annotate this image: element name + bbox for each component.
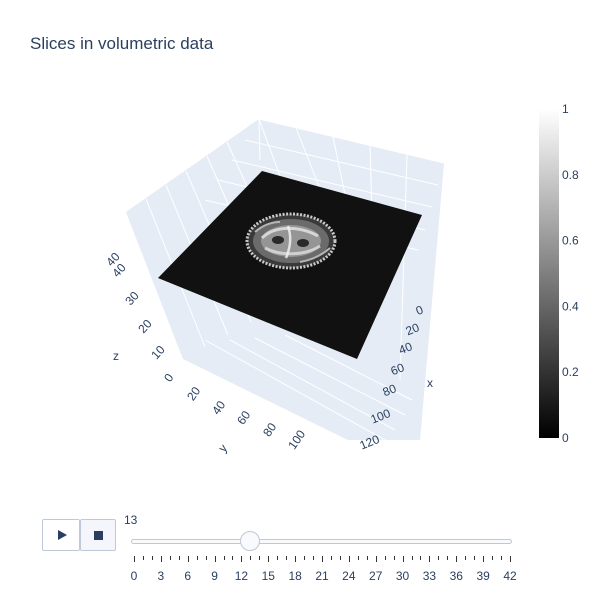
x-tick-label: 20 xyxy=(404,320,422,338)
colorbar-ticks: 0 0.2 0.4 0.6 0.8 1 xyxy=(562,102,579,445)
slider-minor-tick xyxy=(438,556,440,560)
x-axis-title: x xyxy=(427,376,433,390)
slider-step-label[interactable]: 21 xyxy=(315,569,329,583)
slider-major-tick xyxy=(295,556,297,562)
slider-major-tick xyxy=(322,556,323,562)
x-tick-label: 40 xyxy=(397,339,415,357)
slider-major-tick xyxy=(160,556,162,562)
z-tick-label: 30 xyxy=(122,288,142,308)
y-axis-title: y xyxy=(216,441,231,455)
slider-major-tick xyxy=(134,556,135,562)
y-tick-label: 20 xyxy=(184,384,203,403)
slider-handle[interactable] xyxy=(240,531,261,551)
slider-step-label[interactable]: 36 xyxy=(449,569,463,583)
slider-minor-tick xyxy=(205,556,207,560)
slider-rail[interactable] xyxy=(131,539,512,544)
slider-minor-tick xyxy=(393,556,395,560)
slider-minor-tick xyxy=(313,556,315,560)
colorbar-tick-label: 0.4 xyxy=(562,299,579,313)
y-tick-label: 100 xyxy=(285,427,308,452)
slider-step-label[interactable]: 42 xyxy=(503,569,517,583)
slider-major-tick xyxy=(483,556,485,562)
z-tick-label: 10 xyxy=(148,342,168,362)
y-tick-label: 80 xyxy=(260,420,279,439)
slider-minor-tick xyxy=(142,556,144,560)
slider-step-label[interactable]: 24 xyxy=(342,569,356,583)
slider-minor-tick xyxy=(223,556,225,560)
colorbar xyxy=(539,109,559,438)
brain-slice-image xyxy=(245,212,337,270)
slider-minor-tick xyxy=(465,556,467,560)
slider-major-tick xyxy=(348,556,350,562)
slider-step-label[interactable]: 9 xyxy=(211,569,218,583)
colorbar-tick-label: 0.6 xyxy=(562,234,579,248)
slider-step-label[interactable]: 3 xyxy=(157,569,165,583)
x-tick-label: 60 xyxy=(389,360,407,378)
y-tick-label: 60 xyxy=(234,408,253,427)
slider-minor-tick xyxy=(304,556,306,560)
slider-minor-tick xyxy=(366,556,368,560)
slider-major-tick xyxy=(429,556,431,562)
slider-step-label[interactable]: 27 xyxy=(369,569,383,583)
slider-minor-tick xyxy=(420,556,422,560)
slider-current-value: 13 xyxy=(124,513,138,527)
stop-button[interactable] xyxy=(80,519,116,551)
colorbar-tick-label: 0.2 xyxy=(562,365,579,379)
slider-step-label[interactable]: 15 xyxy=(261,569,275,583)
slider-minor-tick xyxy=(178,556,180,560)
slider-step-label[interactable]: 0 xyxy=(130,569,138,583)
play-button[interactable] xyxy=(42,519,80,551)
slider-minor-tick xyxy=(196,556,198,560)
slider-minor-tick xyxy=(384,556,386,560)
slider-minor-tick xyxy=(474,556,476,560)
slider-minor-tick xyxy=(151,556,153,560)
slider-minor-tick xyxy=(232,556,234,560)
colorbar-tick-label: 0 xyxy=(562,431,569,445)
slider-minor-tick xyxy=(277,556,279,560)
play-icon xyxy=(57,530,67,540)
slider-minor-tick xyxy=(286,556,288,560)
slider-minor-tick xyxy=(501,556,503,560)
slider-minor-tick xyxy=(169,556,171,560)
slider-step-label[interactable]: 39 xyxy=(476,569,490,583)
slider-major-tick xyxy=(241,556,243,562)
x-tick-label: 0 xyxy=(414,302,426,318)
chart-title: Slices in volumetric data xyxy=(30,34,214,53)
slider-step-label[interactable]: 18 xyxy=(288,569,302,583)
x-tick-label: 80 xyxy=(381,381,399,399)
z-axis-title: z xyxy=(113,349,119,363)
slider-step-label[interactable]: 30 xyxy=(395,569,410,583)
slider-major-tick xyxy=(187,556,189,562)
slider-minor-tick xyxy=(259,556,261,560)
slider-major-tick xyxy=(510,556,511,562)
y-tick-label: 0 xyxy=(161,371,176,385)
colorbar-tick-label: 0.8 xyxy=(562,168,579,182)
slider-minor-tick xyxy=(411,556,413,560)
slider-minor-tick xyxy=(357,556,359,560)
stop-icon xyxy=(93,530,103,540)
slider-minor-tick xyxy=(330,556,332,560)
y-tick-label: 40 xyxy=(209,398,228,417)
slider-step-label[interactable]: 33 xyxy=(422,569,437,583)
slider-step-label[interactable]: 6 xyxy=(184,569,192,583)
slider-minor-tick xyxy=(250,556,252,560)
slider-minor-tick xyxy=(339,556,341,560)
z-tick-label: 20 xyxy=(135,316,155,336)
slider-step-label[interactable]: 12 xyxy=(234,569,249,583)
slider-major-tick xyxy=(402,556,404,562)
slider-major-tick xyxy=(268,556,270,562)
colorbar-tick-label: 1 xyxy=(562,102,569,116)
slider-minor-tick xyxy=(492,556,494,560)
slider-major-tick xyxy=(456,556,458,562)
slider-major-tick xyxy=(214,556,216,562)
slider-major-tick xyxy=(375,556,377,562)
slider-minor-tick xyxy=(447,556,449,560)
